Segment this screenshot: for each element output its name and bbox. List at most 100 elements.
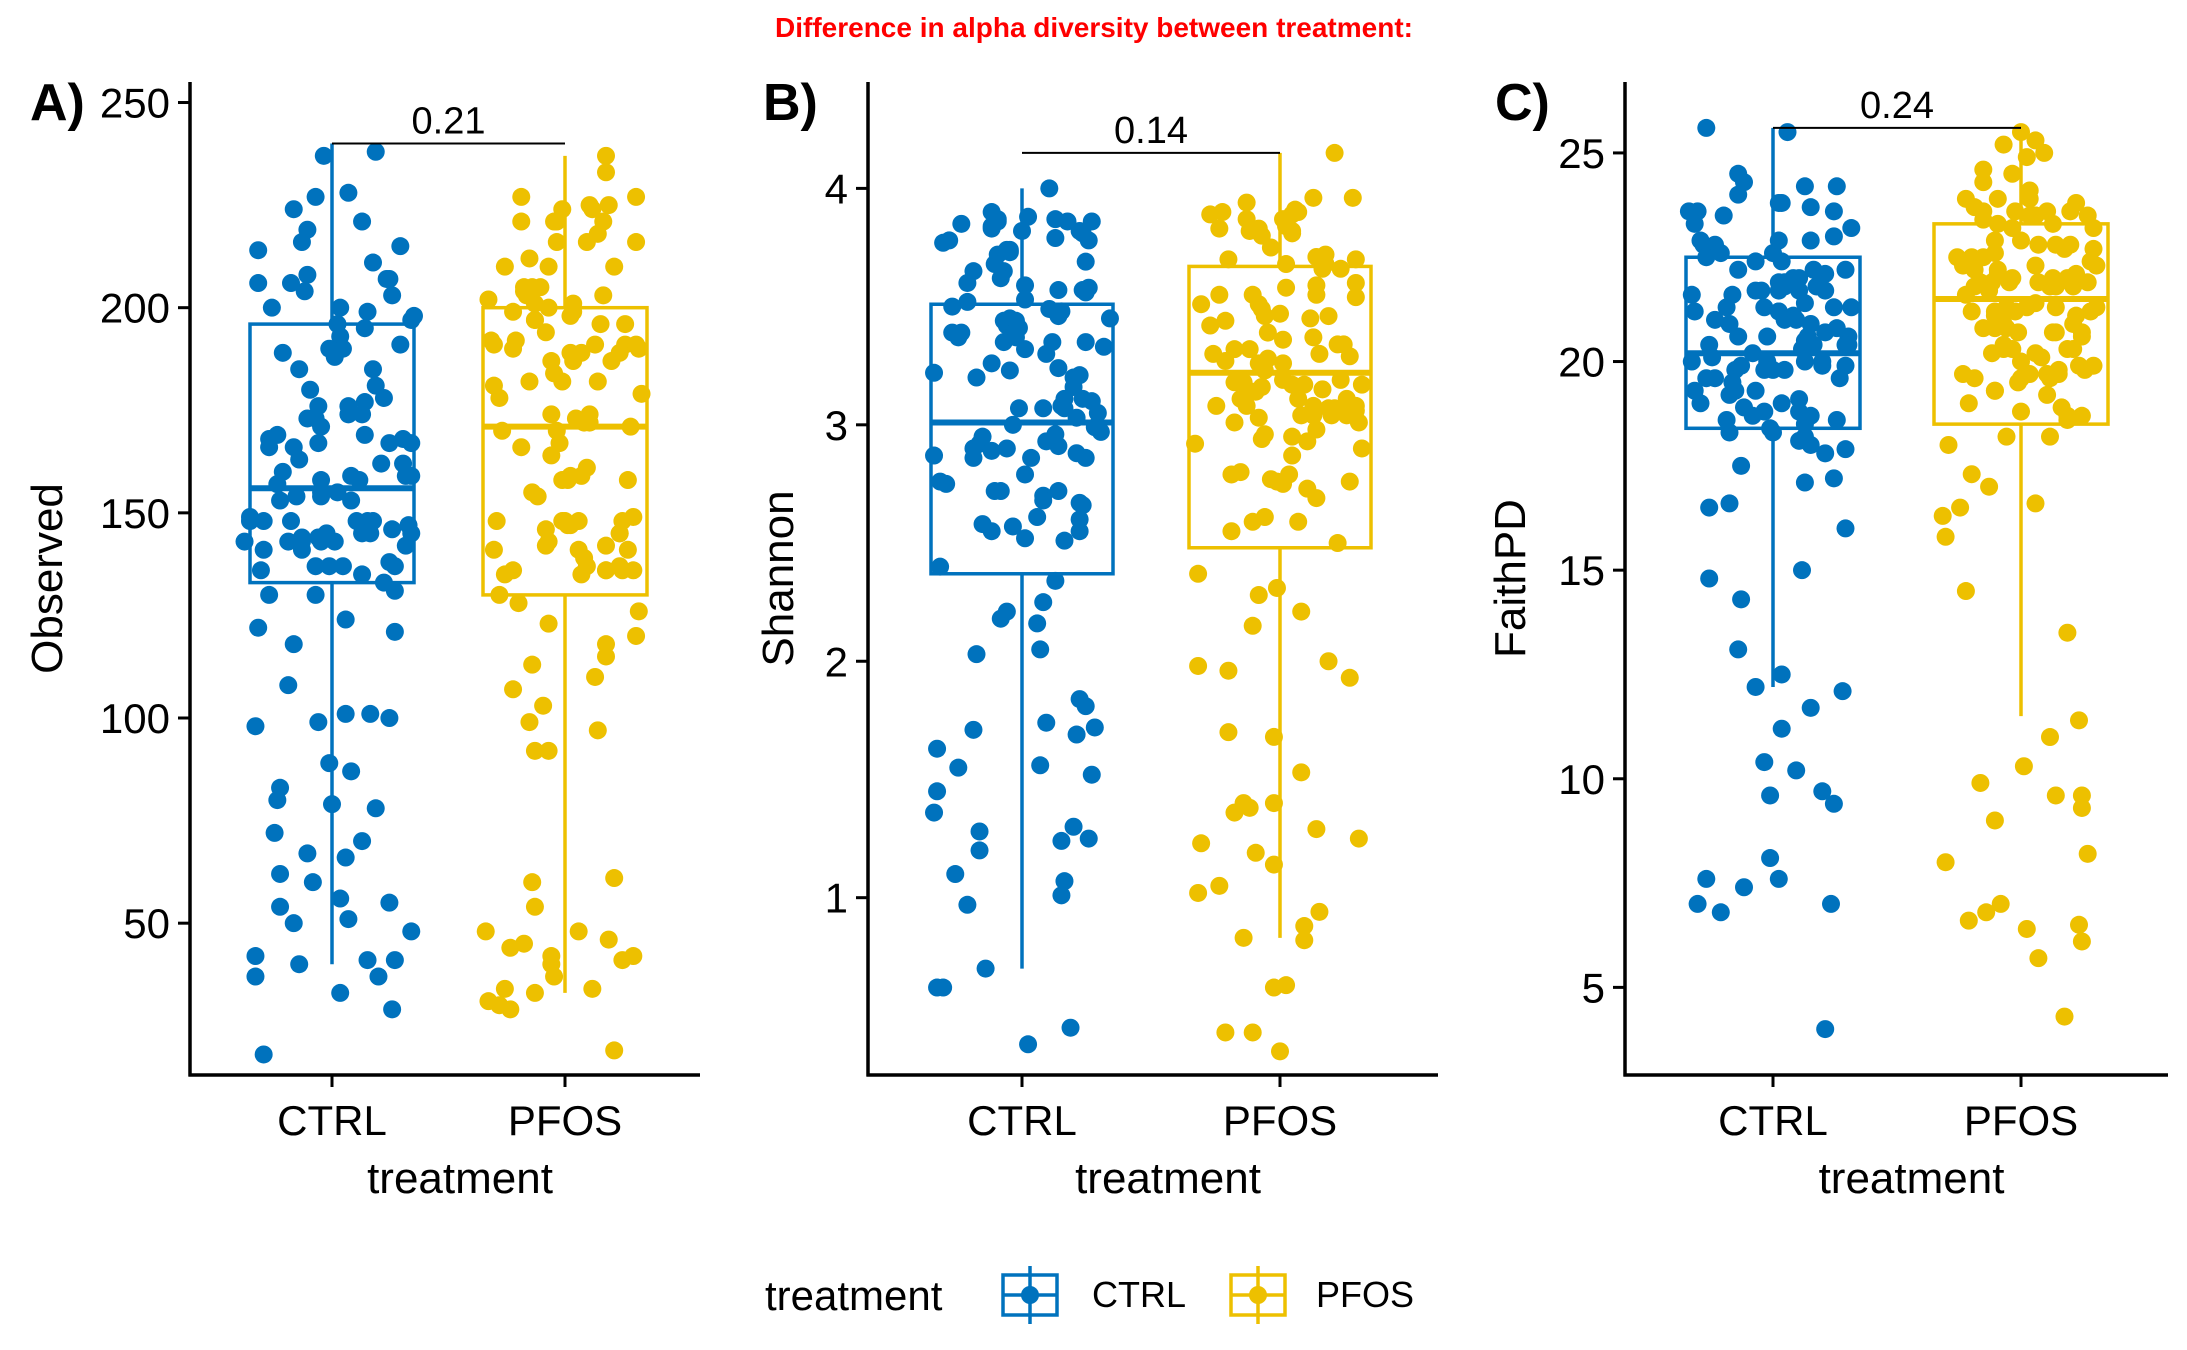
data-point-pfos	[2078, 206, 2097, 225]
data-point-pfos	[1210, 876, 1229, 895]
data-point-ctrl	[284, 914, 303, 933]
data-point-ctrl	[254, 512, 273, 531]
data-point-ctrl	[1061, 1018, 1080, 1037]
data-point-ctrl	[355, 319, 374, 338]
data-point-pfos	[632, 384, 651, 403]
data-point-pfos	[2017, 919, 2036, 938]
data-point-ctrl	[1732, 456, 1751, 475]
data-point-ctrl	[1764, 423, 1782, 442]
data-point-ctrl	[1070, 510, 1089, 529]
data-point-pfos	[523, 655, 542, 674]
data-point-pfos	[1933, 506, 1952, 525]
data-point-pfos	[1289, 512, 1308, 531]
data-point-pfos	[504, 680, 523, 699]
y-axis-title: Shannon	[754, 490, 803, 666]
box-body	[481, 305, 649, 597]
data-point-ctrl	[1034, 399, 1053, 418]
data-point-pfos	[2035, 143, 2054, 162]
data-point-ctrl	[1813, 782, 1832, 801]
data-point-ctrl	[391, 335, 410, 354]
data-point-pfos	[1948, 248, 1967, 267]
data-point-pfos	[1974, 160, 1993, 179]
y-tick-label: 3	[825, 402, 848, 449]
data-point-ctrl	[1058, 212, 1077, 231]
data-point-pfos	[1267, 578, 1286, 597]
data-point-pfos	[618, 540, 637, 559]
data-point-pfos	[2058, 623, 2077, 642]
data-point-ctrl	[1801, 698, 1820, 717]
data-point-ctrl	[1755, 360, 1774, 379]
data-point-pfos	[1237, 193, 1256, 212]
data-point-pfos	[1264, 855, 1283, 874]
data-point-pfos	[624, 507, 643, 526]
data-point-pfos	[1951, 498, 1970, 517]
data-point-pfos	[1237, 210, 1256, 229]
data-point-ctrl	[1816, 323, 1835, 342]
data-point-pfos	[597, 146, 615, 165]
data-point-ctrl	[1067, 408, 1086, 427]
data-point-pfos	[501, 1000, 520, 1019]
data-point-ctrl	[1746, 281, 1765, 300]
data-point-pfos	[1349, 829, 1368, 848]
data-point-pfos	[1988, 189, 2007, 208]
data-point-ctrl	[385, 951, 404, 970]
data-point-ctrl	[235, 532, 254, 551]
data-point-pfos	[1307, 820, 1326, 839]
data-point-ctrl	[1688, 894, 1707, 913]
data-point-pfos	[2006, 202, 2025, 221]
data-point-ctrl	[383, 1000, 402, 1019]
data-point-pfos	[495, 979, 514, 998]
panel-c: 5 10 15 20 25 CTRL PFOS treatment FaithPD C) 0.24	[1486, 74, 2168, 1203]
data-point-pfos	[1985, 381, 2004, 400]
data-point-pfos	[520, 249, 539, 268]
data-point-ctrl	[353, 565, 372, 584]
data-point-pfos	[484, 376, 503, 395]
x-tick-label-ctrl: CTRL	[277, 1097, 387, 1144]
data-point-ctrl	[260, 429, 279, 448]
data-point-ctrl	[1019, 1035, 1038, 1054]
data-point-ctrl	[940, 231, 959, 250]
data-point-ctrl	[1076, 252, 1095, 271]
data-point-ctrl	[1836, 335, 1855, 354]
data-point-pfos	[1274, 354, 1293, 373]
data-point-ctrl	[1685, 214, 1704, 233]
data-point-pfos	[2081, 252, 2100, 271]
data-point-ctrl	[320, 339, 339, 358]
data-point-pfos	[1954, 365, 1972, 384]
data-point-pfos	[2078, 844, 2097, 863]
data-point-ctrl	[1735, 398, 1753, 417]
data-point-pfos	[495, 565, 514, 584]
data-point-pfos	[520, 713, 539, 732]
data-point-pfos	[525, 294, 544, 313]
legend-title: treatment	[765, 1272, 943, 1319]
data-point-pfos	[1991, 894, 2010, 913]
data-point-pfos	[1255, 425, 1274, 444]
data-point-ctrl	[964, 262, 983, 281]
data-point-ctrl	[1824, 298, 1843, 317]
data-point-ctrl	[260, 585, 279, 604]
data-point-pfos	[2041, 427, 2059, 446]
data-point-pfos	[1295, 917, 1314, 936]
data-point-pfos	[602, 352, 621, 371]
data-point-pfos	[1243, 1023, 1262, 1042]
data-point-pfos	[512, 212, 531, 231]
data-point-pfos	[545, 364, 564, 383]
data-point-ctrl	[964, 720, 983, 739]
data-point-pfos	[1292, 602, 1311, 621]
data-point-ctrl	[1706, 369, 1724, 388]
data-point-pfos	[2052, 398, 2071, 417]
data-point-ctrl	[943, 297, 962, 316]
data-point-ctrl	[333, 339, 352, 358]
data-point-ctrl	[331, 983, 350, 1002]
data-point-ctrl	[1064, 817, 1083, 836]
data-point-pfos	[2072, 786, 2091, 805]
data-point-ctrl	[973, 515, 992, 534]
data-point-pfos	[597, 561, 615, 580]
data-point-ctrl	[355, 425, 374, 444]
data-point-pfos	[1231, 463, 1250, 482]
data-point-pfos	[547, 233, 566, 252]
data-point-pfos	[2029, 273, 2048, 292]
data-point-ctrl	[353, 524, 372, 543]
data-point-pfos	[572, 343, 591, 362]
data-point-ctrl	[1076, 697, 1095, 716]
